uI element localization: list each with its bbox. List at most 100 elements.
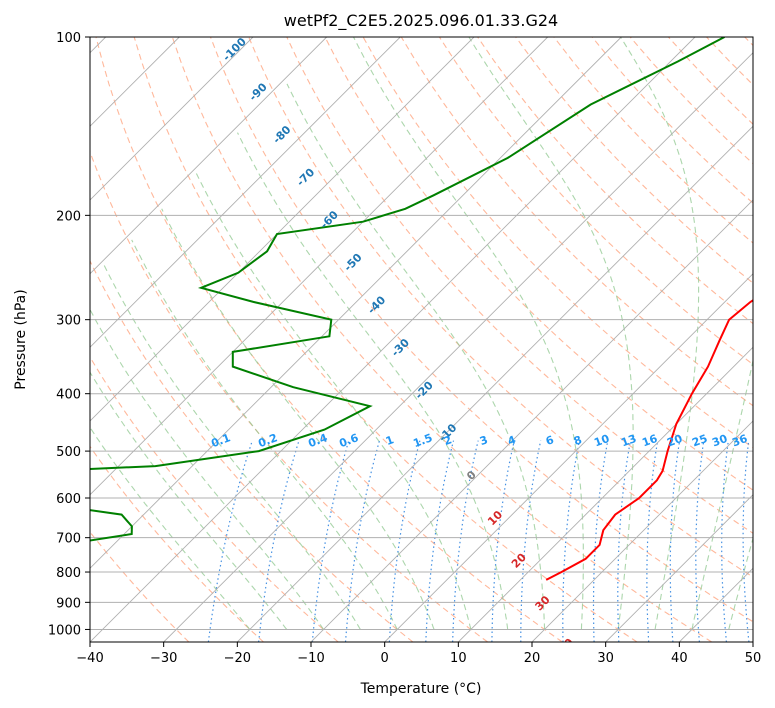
mixing-ratio-line <box>765 441 772 642</box>
isotherm-line <box>457 346 753 642</box>
moist-adiabat-line <box>728 536 753 630</box>
dry-adiabat-line <box>438 37 753 366</box>
mixing-ratio-line <box>721 440 729 642</box>
y-tick-label: 500 <box>56 445 81 460</box>
isotherm-line <box>90 37 549 496</box>
temperature-profile <box>545 299 753 581</box>
mixing-ratio-line <box>344 440 381 642</box>
mixing-ratio-line <box>491 440 515 642</box>
moist-adiabat-line <box>102 262 361 630</box>
mixing-ratio-label: 0.1 <box>209 431 232 450</box>
moist-adiabat-line <box>90 426 251 630</box>
isotherm-line <box>752 641 753 642</box>
isotherm-line <box>90 37 696 642</box>
dry-adiabat-line <box>90 150 488 642</box>
dry-adiabat-line <box>286 37 753 534</box>
moist-adiabat-line <box>161 208 435 630</box>
mixing-ratio-line <box>311 440 350 642</box>
mixing-ratio-label: 0.4 <box>306 431 329 450</box>
moist-adiabat-line <box>237 132 509 630</box>
moist-adiabat-line <box>131 239 398 630</box>
dry-adiabat-label: -50 <box>341 251 364 274</box>
dry-adiabat-label: -80 <box>270 123 293 146</box>
isotherm-line <box>384 273 753 642</box>
plot-area: -100-90-80-70-60-50-40-30-20-10010203040… <box>90 35 772 656</box>
x-tick-label: −30 <box>150 651 177 666</box>
mixing-ratio-label: 36 <box>730 432 749 450</box>
dry-adiabat-line <box>591 37 753 204</box>
dry-adiabat-label: 10 <box>485 508 505 528</box>
mixing-ratio-label: 4 <box>506 433 518 448</box>
y-tick-label: 200 <box>56 209 81 224</box>
isotherm-line <box>678 567 753 642</box>
dry-adiabat-line <box>90 259 414 642</box>
dewpoint-profile <box>90 37 725 542</box>
isotherm-line <box>90 37 475 422</box>
dry-adiabat-line <box>90 445 264 642</box>
x-tick-label: 40 <box>671 651 688 666</box>
moist-adiabat-line <box>620 37 700 630</box>
isotherm-line <box>236 125 753 642</box>
x-tick-label: 10 <box>450 651 467 666</box>
mixing-ratio-line <box>207 440 253 642</box>
x-tick-label: −10 <box>297 651 324 666</box>
mixing-ratio-line <box>258 440 300 642</box>
mixing-ratio-label: 0.2 <box>256 431 279 450</box>
isotherm-line <box>90 37 328 275</box>
x-tick-label: −40 <box>76 651 103 666</box>
dry-adiabat-label: -90 <box>247 80 270 103</box>
y-tick-label: 300 <box>56 314 81 329</box>
moist-adiabat-line <box>286 83 546 630</box>
x-tick-label: 20 <box>524 651 541 666</box>
mixing-ratio-line <box>425 440 455 642</box>
mixing-ratio-line <box>646 440 659 642</box>
x-tick-label: −20 <box>224 651 251 666</box>
mixing-ratio-label: 25 <box>690 432 709 449</box>
mixing-ratio-line <box>562 440 580 642</box>
mixing-ratio-label: 2 <box>442 433 454 448</box>
dry-adiabat-line <box>553 37 753 244</box>
mixing-ratio-line <box>669 440 681 642</box>
y-tick-label: 400 <box>56 388 81 403</box>
mixing-ratio-line <box>388 440 421 642</box>
mixing-ratio-label: 8 <box>572 433 584 448</box>
dry-adiabat-line <box>90 356 339 642</box>
moist-adiabat-line <box>691 358 753 630</box>
dry-adiabat-line <box>95 37 563 642</box>
plot-frame <box>89 36 754 643</box>
mixing-ratio-label: 6 <box>544 433 556 448</box>
dry-adiabat-line <box>133 37 638 642</box>
mixing-ratio-label: 30 <box>710 432 729 450</box>
dry-adiabat-line <box>515 37 753 284</box>
mixing-ratio-label: 3 <box>478 433 490 448</box>
dry-adiabat-label: -40 <box>365 293 388 316</box>
y-tick-label: 800 <box>56 566 81 581</box>
y-tick-label: 700 <box>56 532 81 547</box>
isotherm-line <box>163 52 753 642</box>
dry-adiabat-line <box>171 37 712 642</box>
mixing-ratio-line <box>520 440 542 642</box>
y-tick-label: 900 <box>56 596 81 611</box>
y-axis-label: Pressure (hPa) <box>13 289 29 389</box>
dry-adiabat-label: 30 <box>533 593 553 613</box>
moist-adiabat-line <box>468 37 634 630</box>
y-tick-label: 100 <box>56 31 81 46</box>
isotherm-line <box>90 37 622 569</box>
mixing-ratio-label: 13 <box>619 432 638 449</box>
mixing-ratio-line <box>742 440 750 642</box>
mixing-ratio-line <box>452 440 479 642</box>
isotherm-line <box>90 37 401 348</box>
mixing-ratio-label: 1 <box>384 433 396 448</box>
dry-adiabat-line <box>706 37 753 86</box>
moist-adiabat-line <box>195 173 472 630</box>
x-axis-label: Temperature (°C) <box>360 681 482 697</box>
mixing-ratio-line <box>695 440 705 642</box>
chart-title: wetPf2_C2E5.2025.096.01.33.G24 <box>284 11 558 31</box>
y-tick-label: 600 <box>56 492 81 507</box>
moist-adiabat-line <box>353 37 584 630</box>
moist-adiabat-line <box>90 308 325 630</box>
dry-adiabat-label: 40 <box>556 636 576 656</box>
dry-adiabat-line <box>209 37 753 623</box>
dry-adiabat-label: -100 <box>220 35 249 64</box>
